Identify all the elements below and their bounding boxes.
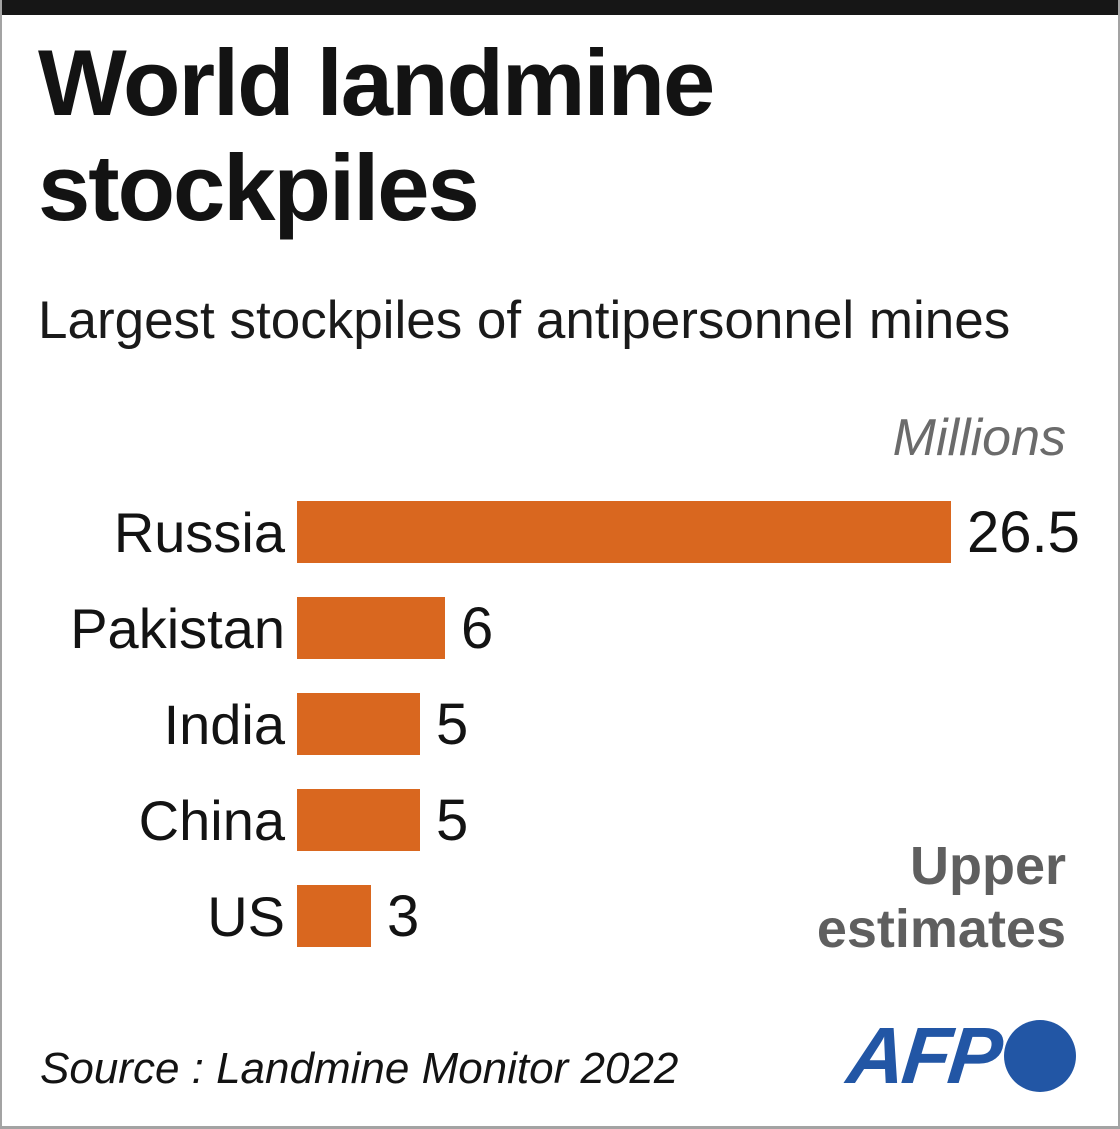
afp-logo: AFP xyxy=(843,1011,1076,1100)
unit-label: Millions xyxy=(892,409,1066,467)
bar-label-china: China xyxy=(138,788,285,852)
source-credit: Source : Landmine Monitor 2022 xyxy=(40,1044,679,1093)
page-title: World landmine stockpiles xyxy=(38,30,715,241)
chart-row-russia: Russia 26.5 xyxy=(38,484,1118,580)
chart-row-india: India 5 xyxy=(38,676,1118,772)
bar-value-russia: 26.5 xyxy=(967,499,1080,565)
bar-label-pakistan: Pakistan xyxy=(70,596,285,660)
bar-pakistan xyxy=(297,597,445,659)
bar-label-us: US xyxy=(207,884,285,948)
afp-globe-icon xyxy=(1004,1020,1076,1092)
bar-india xyxy=(297,693,420,755)
afp-logo-text: AFP xyxy=(843,1011,1004,1100)
top-black-bar xyxy=(2,0,1118,15)
bar-china xyxy=(297,789,420,851)
upper-estimates-line: Upper xyxy=(909,836,1066,896)
bar-russia xyxy=(297,501,951,563)
bar-value-us: 3 xyxy=(387,883,420,949)
chart-subtitle: Largest stockpiles of antipersonnel mine… xyxy=(38,291,1011,350)
chart-row-china: China 5 xyxy=(38,772,1118,868)
bar-chart: Russia 26.5 Pakistan 6 India 5 China 5 US 3 xyxy=(38,484,1118,964)
upper-estimates-note: Upper estimates xyxy=(666,835,1066,960)
upper-estimates-line: estimates xyxy=(816,898,1066,959)
bar-us xyxy=(297,885,371,947)
chart-row-pakistan: Pakistan 6 xyxy=(38,580,1118,676)
chart-row-us: US 3 xyxy=(38,868,1118,964)
bar-value-china: 5 xyxy=(436,787,469,853)
bar-value-pakistan: 6 xyxy=(461,595,494,661)
bar-value-india: 5 xyxy=(436,691,469,757)
bar-label-india: India xyxy=(163,692,285,756)
bar-label-russia: Russia xyxy=(113,500,285,564)
